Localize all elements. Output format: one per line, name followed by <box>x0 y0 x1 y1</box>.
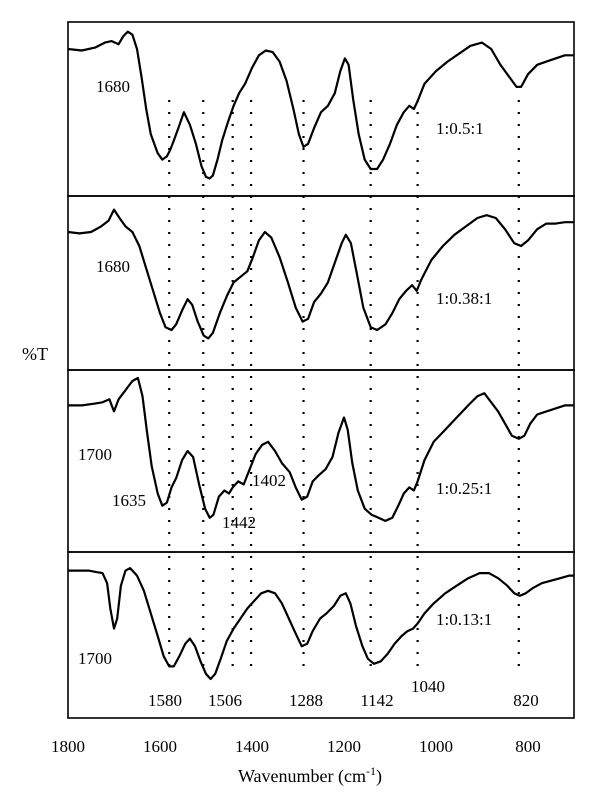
x-tick-1400: 1400 <box>235 737 269 756</box>
peak-label-1635: 1635 <box>112 491 146 510</box>
ratio-label-1: 1:0.5:1 <box>436 119 484 138</box>
peak-label-1700: 1700 <box>78 445 112 464</box>
x-tick-800: 800 <box>515 737 541 756</box>
peak-label-1680: 1680 <box>96 257 130 276</box>
y-axis-label: %T <box>22 344 48 364</box>
band-label-820: 820 <box>513 691 539 710</box>
panel-frame-1 <box>67 21 575 197</box>
peak-label-1442: 1442 <box>222 513 256 532</box>
band-label-1580: 1580 <box>148 691 182 710</box>
x-tick-1600: 1600 <box>143 737 177 756</box>
reference-lines <box>168 100 520 674</box>
spectrum-line-4 <box>68 566 574 681</box>
x-axis-ticks: 1800 1600 1400 1200 1000 800 <box>51 737 541 756</box>
peak-label-1402: 1402 <box>252 471 286 490</box>
peak-label-1680: 1680 <box>96 77 130 96</box>
spectrum-line-3 <box>68 376 574 523</box>
band-label-1506: 1506 <box>208 691 242 710</box>
spectrum-line-1 <box>67 30 574 180</box>
band-label-1040: 1040 <box>411 677 445 696</box>
ratio-label-3: 1:0.25:1 <box>436 479 492 498</box>
spectra-lines <box>67 30 574 681</box>
band-label-1142: 1142 <box>360 691 393 710</box>
panel-frame-4 <box>67 551 575 719</box>
ratio-label-4: 1:0.13:1 <box>436 610 492 629</box>
spectrum-line-2 <box>67 208 574 340</box>
x-tick-1000: 1000 <box>419 737 453 756</box>
x-axis-label: Wavenumber (cm-1) <box>238 764 382 787</box>
peak-label-1700: 1700 <box>78 649 112 668</box>
panel-frame-3 <box>67 369 575 553</box>
ratio-label-2: 1:0.38:1 <box>436 289 492 308</box>
panel-frames <box>67 21 575 719</box>
peak-labels: 1:0.5:1 1:0.38:1 1:0.25:1 1:0.13:1 1680 1680 1… <box>78 77 539 710</box>
x-tick-1800: 1800 <box>51 737 85 756</box>
band-label-1288: 1288 <box>289 691 323 710</box>
x-tick-1200: 1200 <box>327 737 361 756</box>
